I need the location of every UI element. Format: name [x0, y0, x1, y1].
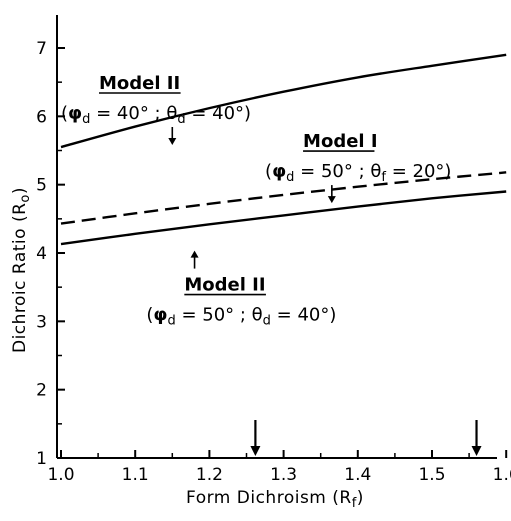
- annotation-title: Model II: [184, 275, 265, 296]
- series-line-1: [60, 53, 507, 149]
- x-tick-label-1.2: 1.2: [196, 465, 223, 485]
- x-axis-marker-head-2: [471, 446, 482, 456]
- annotation-params: (φd = 50° ; θf = 20°): [265, 161, 451, 185]
- y-tick-label-1: 1: [36, 449, 47, 469]
- y-tick-label-4: 4: [36, 244, 47, 264]
- annotation-params: (φd = 50° ; θd = 40°): [146, 305, 336, 329]
- y-tick-label-6: 6: [36, 107, 47, 127]
- series-line-2: [60, 171, 507, 225]
- y-tick-label-2: 2: [36, 381, 47, 401]
- annotation-1: Model II (φd = 40° ; θd = 40°): [61, 73, 251, 145]
- annotation-arrow-head: [168, 138, 177, 145]
- x-tick-label-1.3: 1.3: [270, 465, 297, 485]
- annotation-title: Model II: [99, 73, 180, 94]
- y-tick-label-3: 3: [36, 312, 47, 332]
- y-tick-label-5: 5: [36, 176, 47, 196]
- x-tick-label-1.6: 1.6: [493, 465, 511, 485]
- annotation-3: Model II (φd = 50° ; θd = 40°): [146, 250, 336, 329]
- annotation-2: Model I (φd = 50° ; θf = 20°): [265, 131, 451, 204]
- series-line-3: [60, 190, 507, 246]
- annotation-params: (φd = 40° ; θd = 40°): [61, 103, 251, 127]
- annotation-arrow-head: [327, 196, 336, 204]
- y-axis-label: Dichroic Ratio (Ro): [10, 187, 33, 353]
- x-tick-label-1.5: 1.5: [418, 465, 445, 485]
- annotation-title: Model I: [303, 131, 378, 152]
- annotation-arrow-head: [190, 250, 199, 258]
- y-tick-label-7: 7: [36, 39, 47, 59]
- x-tick-label-1.0: 1.0: [47, 465, 74, 485]
- plot-annotations: Model II (φd = 40° ; θd = 40°) Model I (φd …: [61, 73, 451, 329]
- x-tick-label-1.4: 1.4: [344, 465, 371, 485]
- plot-markers: [250, 420, 482, 456]
- x-axis-marker-head-1: [250, 446, 261, 456]
- x-axis-label: Form Dichroism (Rf): [186, 488, 364, 511]
- x-tick-label-1.1: 1.1: [122, 465, 149, 485]
- plot-series: [60, 53, 507, 246]
- plot-axes: 1 2 3 4 5 6 7 1.0 1.1 1.2 1.3 1.4 1.5 1.6: [36, 15, 511, 485]
